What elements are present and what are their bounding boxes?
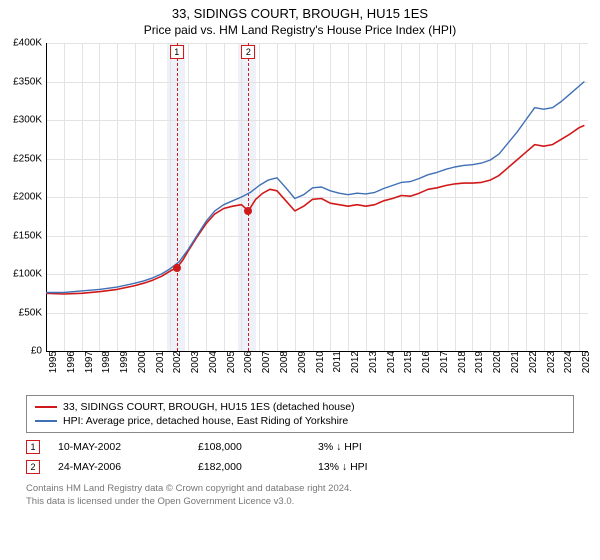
x-tick-label: 1995 xyxy=(46,351,59,373)
legend-item: HPI: Average price, detached house, East… xyxy=(35,414,565,428)
x-tick-label: 2019 xyxy=(472,351,485,373)
x-tick-label: 2016 xyxy=(419,351,432,373)
chart-container: 33, SIDINGS COURT, BROUGH, HU15 1ES Pric… xyxy=(0,0,600,509)
y-tick-label: £350K xyxy=(13,76,46,87)
y-tick-label: £400K xyxy=(13,38,46,49)
x-tick-label: 1998 xyxy=(99,351,112,373)
x-axis xyxy=(46,351,588,352)
x-tick-label: 2025 xyxy=(579,351,592,373)
x-tick-label: 1996 xyxy=(64,351,77,373)
sale-delta: 3% ↓ HPI xyxy=(318,441,574,453)
y-tick-label: £50K xyxy=(19,307,46,318)
x-tick-label: 2011 xyxy=(330,351,343,373)
x-tick-label: 2003 xyxy=(188,351,201,373)
x-tick-label: 2010 xyxy=(313,351,326,373)
y-tick-label: £100K xyxy=(13,269,46,280)
legend-label: HPI: Average price, detached house, East… xyxy=(63,415,348,427)
x-tick-label: 2007 xyxy=(259,351,272,373)
footer: Contains HM Land Registry data © Crown c… xyxy=(26,483,574,509)
x-tick-label: 2023 xyxy=(544,351,557,373)
x-tick-label: 2001 xyxy=(153,351,166,373)
chart: £0 £50K £100K £150K £200K £250K £300K £350K £400… xyxy=(0,39,600,389)
footer-line-1: Contains HM Land Registry data © Crown c… xyxy=(26,483,574,496)
y-tick-label: £250K xyxy=(13,153,46,164)
x-tick-label: 2002 xyxy=(170,351,183,373)
x-tick-label: 2006 xyxy=(241,351,254,373)
legend-item: 33, SIDINGS COURT, BROUGH, HU15 1ES (det… xyxy=(35,400,565,414)
x-tick-label: 2022 xyxy=(526,351,539,373)
x-tick-label: 2020 xyxy=(490,351,503,373)
titles: 33, SIDINGS COURT, BROUGH, HU15 1ES Pric… xyxy=(0,0,600,39)
plot-area: £0£50K£100K£150K£200K£250K£300K£350K£400… xyxy=(46,43,588,351)
x-tick-label: 2015 xyxy=(401,351,414,373)
legend: 33, SIDINGS COURT, BROUGH, HU15 1ES (det… xyxy=(26,395,574,433)
x-tick-label: 1999 xyxy=(117,351,130,373)
sale-row: 1 10-MAY-2002£108,0003% ↓ HPI xyxy=(26,437,574,457)
x-tick-label: 2021 xyxy=(508,351,521,373)
x-tick-label: 2012 xyxy=(348,351,361,373)
x-tick-label: 2018 xyxy=(455,351,468,373)
sale-price: £182,000 xyxy=(198,461,318,473)
sale-delta: 13% ↓ HPI xyxy=(318,461,574,473)
legend-swatch xyxy=(35,406,57,408)
series-price_paid xyxy=(46,125,584,294)
x-tick-label: 2017 xyxy=(437,351,450,373)
y-tick-label: £300K xyxy=(13,115,46,126)
x-tick-label: 2000 xyxy=(135,351,148,373)
y-tick-label: £150K xyxy=(13,230,46,241)
sale-marker xyxy=(244,207,252,215)
sale-date: 10-MAY-2002 xyxy=(58,441,198,453)
title-sub: Price paid vs. HM Land Registry's House … xyxy=(0,23,600,37)
x-tick-label: 2004 xyxy=(206,351,219,373)
x-tick-label: 2013 xyxy=(366,351,379,373)
legend-label: 33, SIDINGS COURT, BROUGH, HU15 1ES (det… xyxy=(63,401,355,413)
sales-table: 1 10-MAY-2002£108,0003% ↓ HPI 2 24-MAY-2006… xyxy=(26,437,574,477)
sale-marker xyxy=(173,264,181,272)
y-tick-label: £0 xyxy=(31,346,46,357)
series-layer xyxy=(46,43,588,351)
sale-price: £108,000 xyxy=(198,441,318,453)
x-tick-label: 2009 xyxy=(295,351,308,373)
sale-flag: 1 xyxy=(26,440,40,454)
x-tick-label: 2024 xyxy=(561,351,574,373)
x-tick-label: 1997 xyxy=(82,351,95,373)
title-main: 33, SIDINGS COURT, BROUGH, HU15 1ES xyxy=(0,6,600,21)
legend-swatch xyxy=(35,420,57,422)
sale-flag: 2 xyxy=(26,460,40,474)
x-tick-label: 2014 xyxy=(384,351,397,373)
x-tick-label: 2005 xyxy=(224,351,237,373)
series-hpi xyxy=(46,82,584,293)
sale-date: 24-MAY-2006 xyxy=(58,461,198,473)
x-tick-label: 2008 xyxy=(277,351,290,373)
sale-row: 2 24-MAY-2006£182,00013% ↓ HPI xyxy=(26,457,574,477)
y-tick-label: £200K xyxy=(13,192,46,203)
footer-line-2: This data is licensed under the Open Gov… xyxy=(26,496,574,509)
